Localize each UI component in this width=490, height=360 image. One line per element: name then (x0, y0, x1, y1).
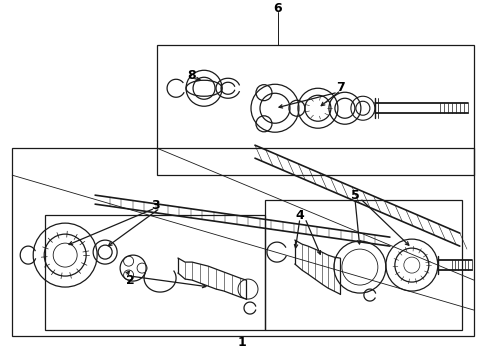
Text: 5: 5 (350, 189, 359, 202)
Bar (265, 200, 462, 330)
Text: 4: 4 (295, 209, 304, 222)
Bar (157, 45, 474, 175)
Text: 2: 2 (126, 274, 134, 287)
Text: 1: 1 (238, 336, 246, 348)
Bar (12, 148, 474, 336)
Bar (45, 215, 265, 330)
Text: 7: 7 (337, 81, 345, 94)
Text: 3: 3 (151, 199, 159, 212)
Text: 6: 6 (273, 2, 282, 15)
Text: 8: 8 (188, 69, 196, 82)
